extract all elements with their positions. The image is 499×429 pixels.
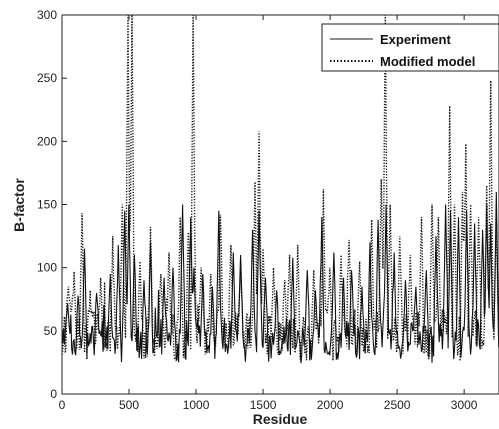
y-tick-label: 250 bbox=[37, 71, 57, 85]
series-experiment-line bbox=[62, 191, 499, 364]
x-tick-label: 3000 bbox=[451, 398, 478, 412]
x-tick-label: 2500 bbox=[384, 398, 411, 412]
y-axis-label: B-factor bbox=[11, 178, 27, 232]
y-tick-label: 0 bbox=[50, 387, 57, 401]
y-tick-label: 150 bbox=[37, 198, 57, 212]
x-tick-label: 1500 bbox=[250, 398, 277, 412]
legend-label-experiment: Experiment bbox=[380, 32, 451, 47]
x-tick-label: 0 bbox=[59, 398, 66, 412]
y-tick-label: 50 bbox=[44, 324, 58, 338]
x-tick-label: 500 bbox=[119, 398, 139, 412]
data-layer bbox=[62, 15, 499, 364]
legend-label-modified-model: Modified model bbox=[380, 54, 475, 69]
legend: Experiment Modified model bbox=[321, 23, 499, 72]
y-tick-label: 100 bbox=[37, 261, 57, 275]
y-tick-label: 300 bbox=[37, 8, 57, 22]
y-tick-label: 200 bbox=[37, 134, 57, 148]
x-axis-label: Residue bbox=[253, 411, 308, 427]
x-tick-label: 1000 bbox=[183, 398, 210, 412]
series-modified-model-line bbox=[62, 15, 499, 362]
legend-box bbox=[321, 23, 499, 72]
x-tick-label: 2000 bbox=[317, 398, 344, 412]
ticks-layer: 0 500 1000 1500 2000 2500 3000 0 50 100 150 200 250 3… bbox=[37, 8, 478, 412]
